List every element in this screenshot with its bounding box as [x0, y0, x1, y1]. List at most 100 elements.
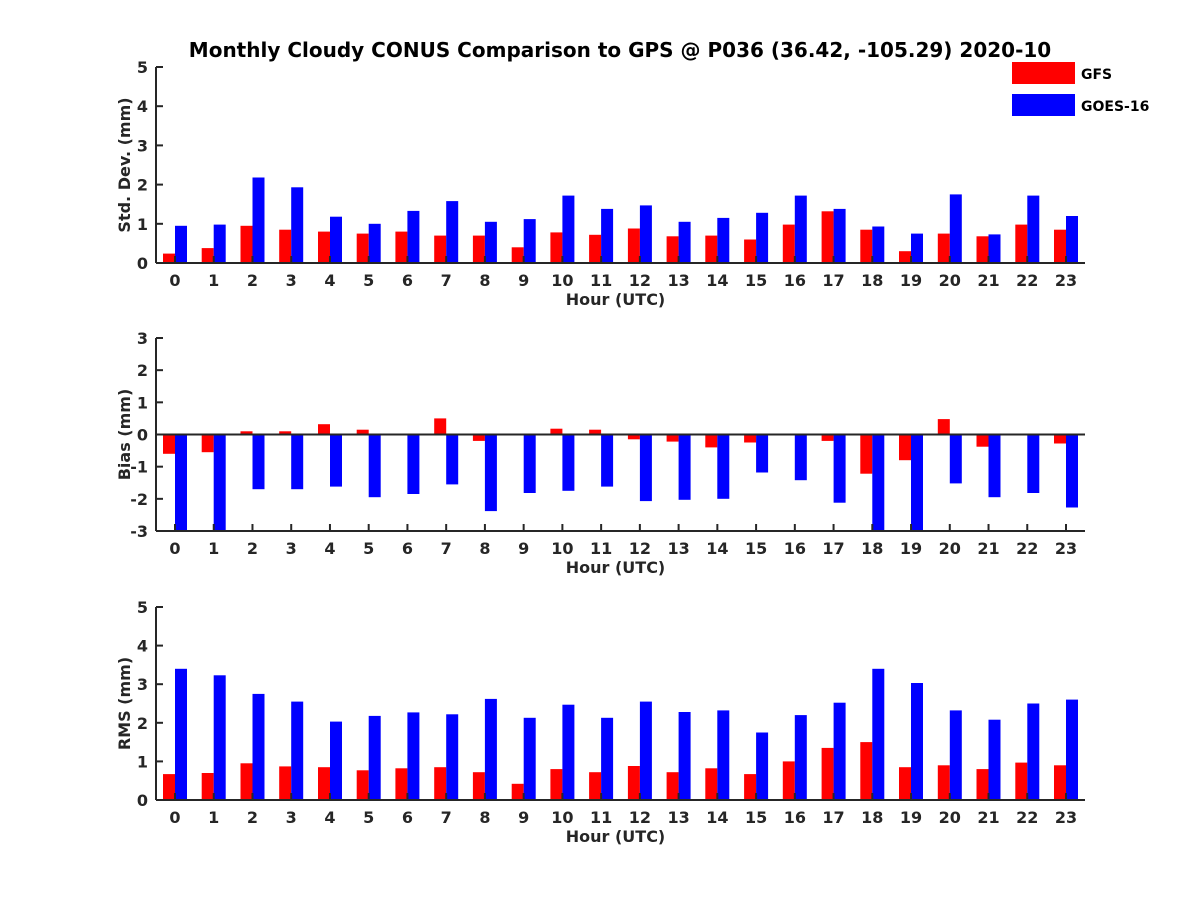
bar-goes-16-hour-16	[794, 434, 807, 481]
bar-goes-16-hour-3	[291, 434, 304, 490]
bar-goes-16-hour-17	[833, 702, 846, 800]
bar-gfs-hour-2	[240, 225, 253, 263]
bar-gfs-hour-5	[356, 770, 369, 800]
bar-gfs-hour-7	[434, 235, 447, 263]
bar-goes-16-hour-9	[523, 434, 536, 493]
x-tick-label: 8	[479, 808, 490, 827]
x-tick-label: 20	[939, 539, 961, 558]
bar-gfs-hour-12	[627, 434, 640, 440]
bar-gfs-hour-3	[279, 766, 292, 800]
x-tick-label: 4	[324, 808, 335, 827]
x-axis-label: Hour (UTC)	[566, 827, 666, 846]
y-tick-label: 1	[137, 215, 148, 234]
bar-gfs-hour-23	[1054, 765, 1066, 800]
bar-gfs-hour-21	[976, 236, 989, 263]
x-tick-label: 12	[629, 808, 651, 827]
bar-gfs-hour-8	[472, 434, 485, 441]
x-tick-label: 22	[1016, 271, 1038, 290]
x-tick-label: 5	[363, 271, 374, 290]
x-tick-label: 0	[169, 808, 180, 827]
bar-gfs-hour-22	[1015, 224, 1028, 263]
bar-gfs-hour-23	[1054, 434, 1066, 444]
bar-goes-16-hour-13	[678, 434, 691, 500]
x-tick-label: 19	[900, 271, 922, 290]
bar-gfs-hour-3	[279, 229, 292, 263]
bar-gfs-hour-11	[589, 429, 602, 435]
bar-goes-16-hour-3	[291, 701, 304, 800]
bar-goes-16-hour-16	[794, 715, 807, 800]
x-tick-label: 9	[518, 271, 529, 290]
x-tick-label: 12	[629, 271, 651, 290]
y-axis-label: Bias (mm)	[115, 389, 134, 481]
bar-goes-16-hour-10	[562, 434, 575, 491]
x-tick-label: 0	[169, 539, 180, 558]
bar-gfs-hour-13	[666, 236, 679, 263]
x-tick-label: 1	[208, 808, 219, 827]
bar-goes-16-hour-12	[639, 434, 652, 502]
bar-gfs-hour-5	[356, 233, 369, 263]
x-tick-label: 4	[324, 271, 335, 290]
bar-gfs-hour-8	[472, 772, 485, 800]
bar-goes-16-hour-11	[601, 434, 614, 487]
bar-gfs-hour-12	[627, 228, 640, 263]
x-tick-label: 7	[441, 808, 452, 827]
bar-gfs-hour-6	[395, 231, 408, 263]
bar-goes-16-hour-18	[872, 668, 885, 800]
bar-gfs-hour-2	[240, 763, 253, 800]
x-tick-label: 6	[402, 539, 413, 558]
y-tick-label: 0	[137, 254, 148, 273]
x-tick-label: 18	[861, 271, 883, 290]
chart-title: Monthly Cloudy CONUS Comparison to GPS @…	[189, 38, 1051, 62]
bar-goes-16-hour-23	[1066, 434, 1078, 508]
x-tick-label: 9	[518, 808, 529, 827]
x-tick-label: 14	[706, 539, 728, 558]
bar-gfs-hour-22	[1015, 762, 1028, 800]
x-tick-label: 19	[900, 808, 922, 827]
x-tick-label: 10	[551, 539, 573, 558]
bar-goes-16-hour-19	[911, 434, 923, 531]
bar-goes-16-hour-13	[678, 712, 691, 800]
bar-gfs-hour-10	[550, 428, 563, 435]
bar-goes-16-hour-2	[252, 693, 265, 800]
bar-gfs-hour-1	[201, 248, 214, 263]
x-tick-label: 18	[861, 539, 883, 558]
x-tick-label: 23	[1055, 271, 1077, 290]
bar-gfs-hour-0	[163, 434, 175, 454]
x-tick-label: 16	[784, 808, 806, 827]
y-tick-label: -3	[130, 522, 148, 541]
bar-gfs-hour-16	[782, 761, 795, 800]
y-tick-label: 3	[137, 136, 148, 155]
bar-goes-16-hour-1	[213, 224, 226, 263]
bar-gfs-hour-18	[860, 742, 873, 800]
bar-goes-16-hour-2	[252, 177, 265, 263]
x-tick-label: 10	[551, 808, 573, 827]
bar-gfs-hour-1	[201, 434, 214, 453]
y-tick-label: 1	[137, 393, 148, 412]
y-tick-label: 0	[137, 426, 148, 445]
bar-goes-16-hour-4	[330, 434, 342, 487]
bar-goes-16-hour-22	[1027, 195, 1040, 263]
bar-goes-16-hour-2	[252, 434, 265, 490]
bar-goes-16-hour-15	[756, 732, 769, 800]
bar-goes-16-hour-23	[1066, 216, 1078, 263]
legend-label-goes-16: GOES-16	[1081, 99, 1149, 115]
bar-goes-16-hour-16	[794, 195, 807, 263]
x-tick-label: 1	[208, 271, 219, 290]
x-tick-label: 13	[667, 808, 689, 827]
x-tick-label: 12	[629, 539, 651, 558]
bar-goes-16-hour-21	[988, 719, 1001, 800]
bar-goes-16-hour-5	[368, 223, 381, 263]
x-tick-label: 8	[479, 271, 490, 290]
bar-goes-16-hour-0	[175, 225, 187, 263]
bar-gfs-hour-15	[744, 434, 757, 443]
x-tick-label: 8	[479, 539, 490, 558]
bar-gfs-hour-8	[472, 235, 485, 263]
bar-goes-16-hour-4	[330, 721, 342, 800]
x-tick-label: 6	[402, 808, 413, 827]
x-tick-label: 13	[667, 271, 689, 290]
bar-goes-16-hour-14	[717, 710, 730, 800]
bar-gfs-hour-13	[666, 434, 679, 442]
bar-goes-16-hour-1	[213, 675, 226, 800]
bar-gfs-hour-17	[821, 211, 834, 263]
